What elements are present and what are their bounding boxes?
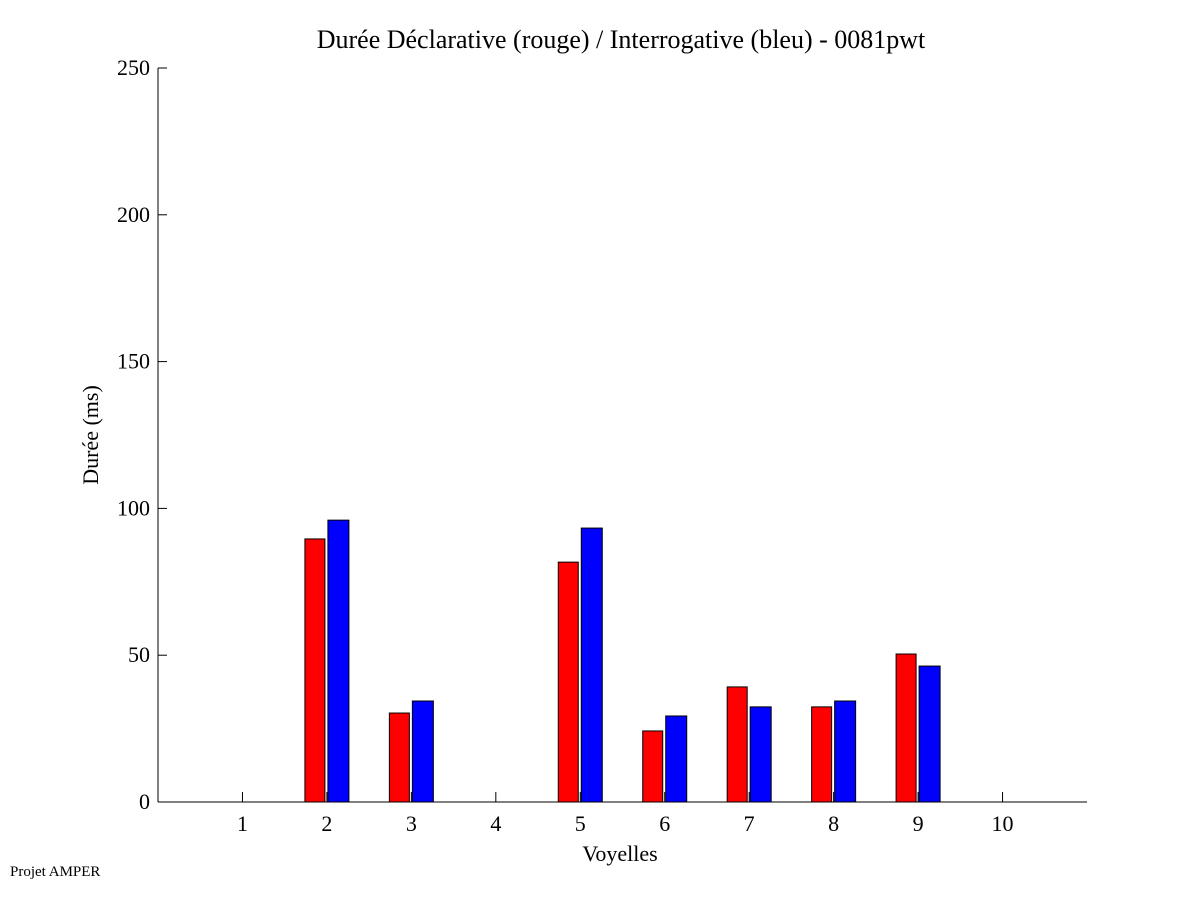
x-tick-label: 6 <box>659 811 670 836</box>
declarative-bar-8 <box>811 706 833 803</box>
interrogative-bar-6 <box>665 715 688 803</box>
x-tick-label: 9 <box>913 811 924 836</box>
y-tick-label: 100 <box>117 495 150 520</box>
declarative-bar-3 <box>388 712 410 803</box>
x-tick-label: 3 <box>406 811 417 836</box>
bars <box>304 519 941 803</box>
y-axis-label: Durée (ms) <box>78 385 103 485</box>
x-axis-label: Voyelles <box>582 841 657 866</box>
chart-title: Durée Déclarative (rouge) / Interrogativ… <box>317 25 926 54</box>
y-tick-label: 150 <box>117 349 150 374</box>
interrogative-bar-8 <box>834 700 857 803</box>
interrogative-bar-2 <box>327 519 350 803</box>
declarative-bar-5 <box>557 561 579 803</box>
interrogative-bar-7 <box>749 706 772 803</box>
x-tick-label: 4 <box>490 811 501 836</box>
interrogative-bar-5 <box>580 527 603 803</box>
y-tick-label: 50 <box>128 642 150 667</box>
x-tick-label: 5 <box>575 811 586 836</box>
x-tick-label: 7 <box>744 811 755 836</box>
x-tick-label: 2 <box>321 811 332 836</box>
x-tick-label: 8 <box>828 811 839 836</box>
declarative-bar-7 <box>726 686 748 803</box>
x-tick-label: 1 <box>237 811 248 836</box>
interrogative-bar-9 <box>918 665 941 803</box>
y-tick-label: 0 <box>139 789 150 814</box>
x-tick-label: 10 <box>992 811 1014 836</box>
footer-credit: Projet AMPER <box>10 864 101 880</box>
axes: 0 50 100 150 200 250 1 2 3 4 5 6 7 8 9 10 <box>117 55 1087 836</box>
interrogative-bar-3 <box>411 700 434 803</box>
declarative-bar-2 <box>304 538 326 803</box>
declarative-bar-9 <box>895 653 917 803</box>
declarative-bar-6 <box>642 730 664 803</box>
y-tick-label: 250 <box>117 55 150 80</box>
y-tick-label: 200 <box>117 202 150 227</box>
